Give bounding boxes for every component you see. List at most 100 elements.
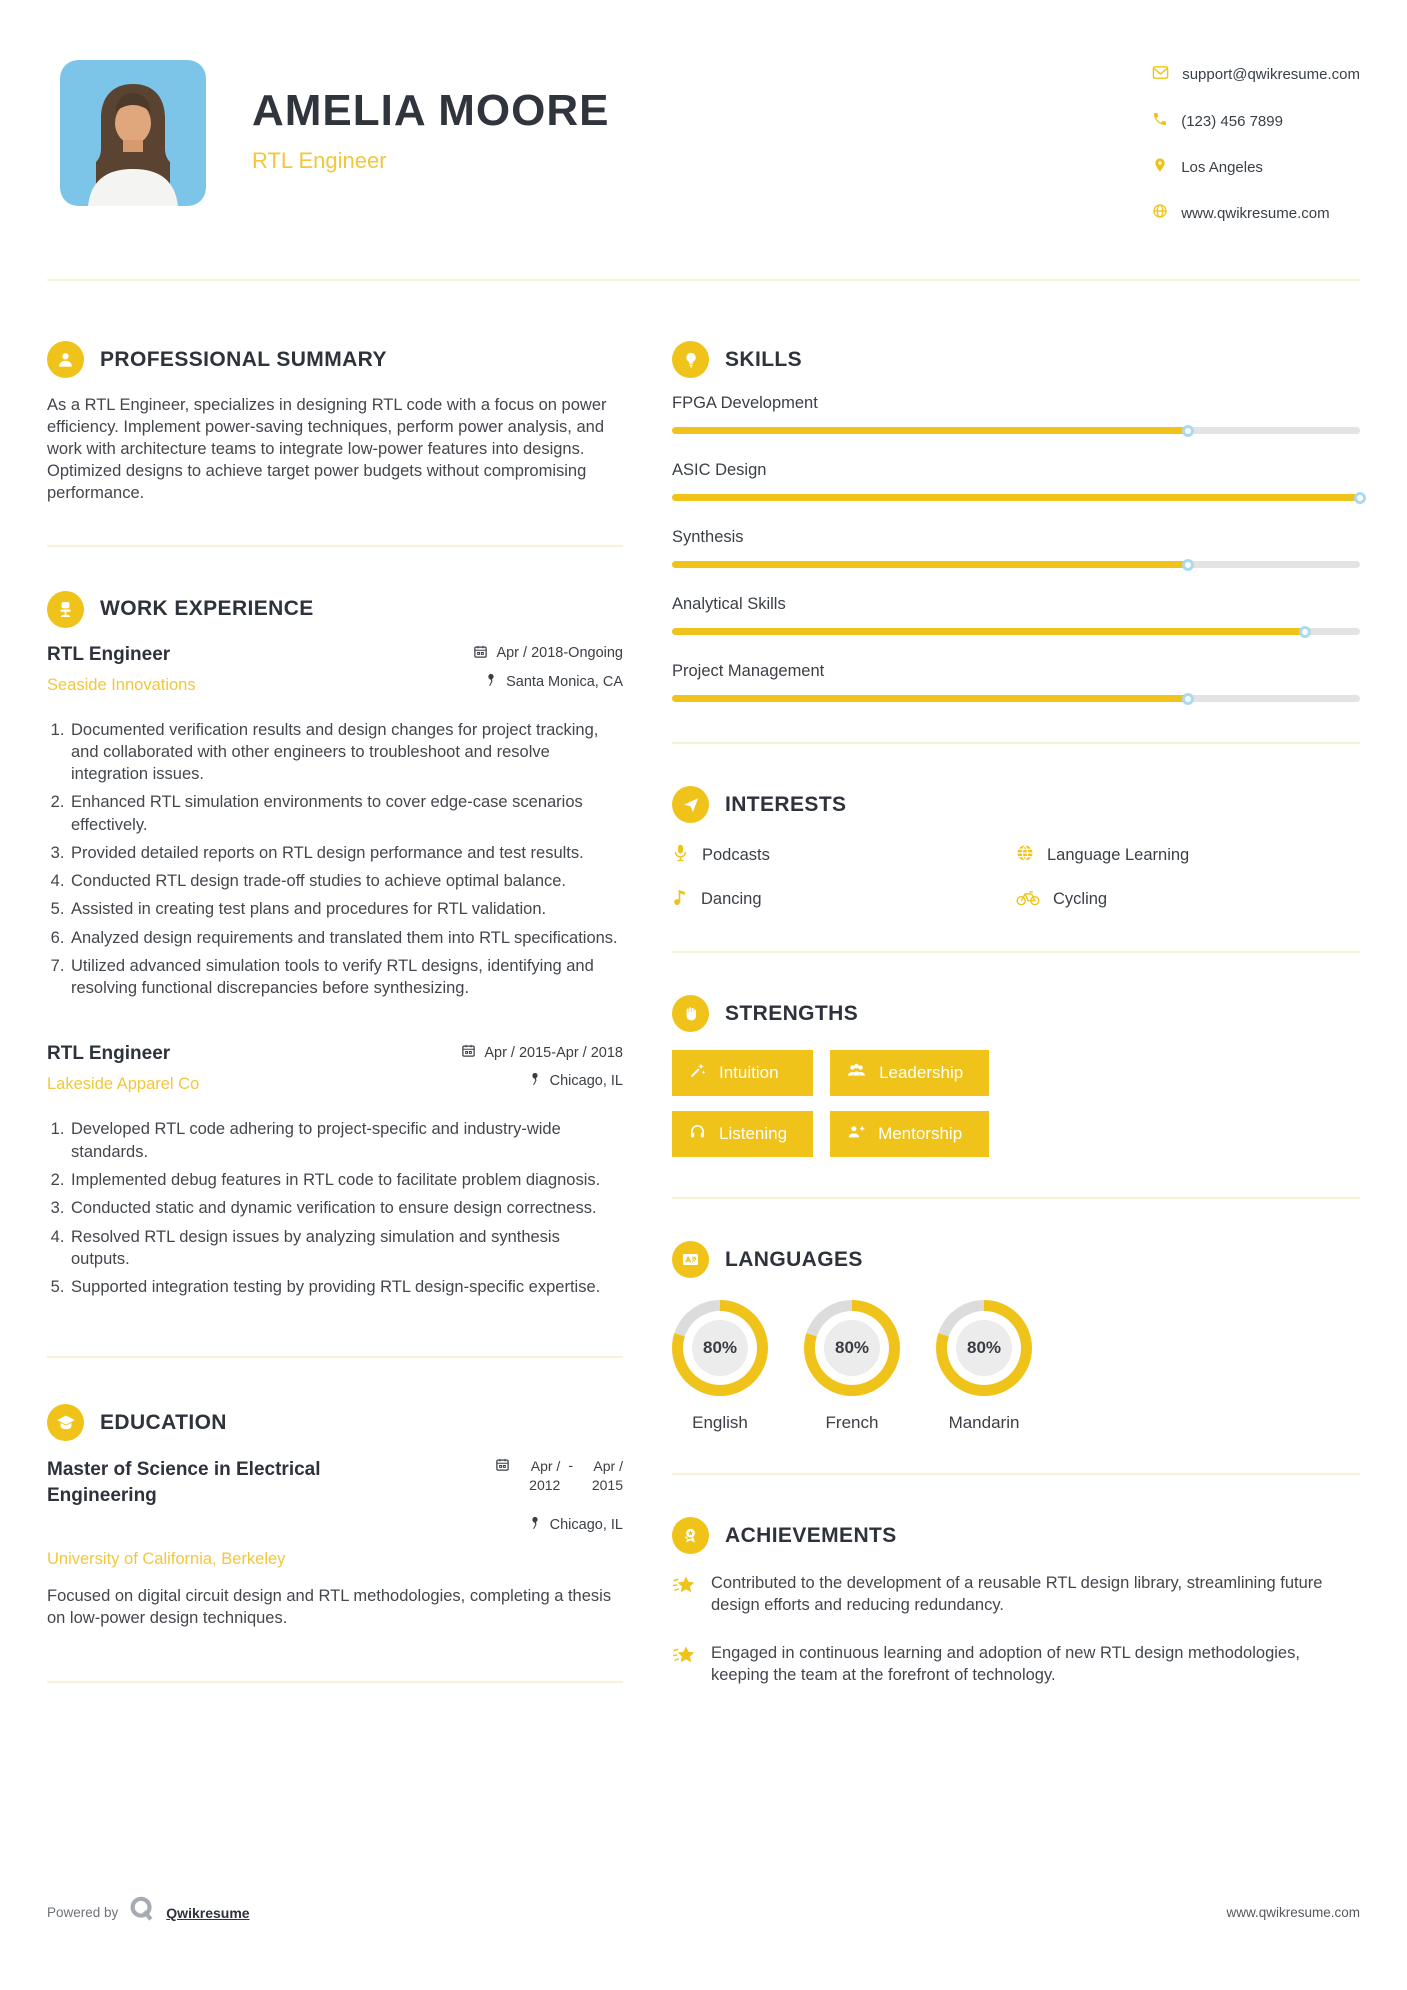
achievements-title: ACHIEVEMENTS xyxy=(725,1523,897,1547)
skill-slider-fill xyxy=(672,494,1360,501)
skill-slider-handle[interactable] xyxy=(1182,692,1194,705)
footer-website-link[interactable]: www.qwikresume.com xyxy=(1226,1905,1360,1920)
language-percent: 80% xyxy=(824,1320,880,1376)
experience-bullet: Assisted in creating test plans and proc… xyxy=(69,898,623,920)
medal-icon xyxy=(672,1517,709,1554)
skill-slider-fill xyxy=(672,427,1188,434)
strengths-list: Intuition Leadership Listening xyxy=(672,1050,1360,1157)
experience-bullet: Analyzed design requirements and transla… xyxy=(69,927,623,949)
contact-website-text: www.qwikresume.com xyxy=(1181,204,1330,222)
skill-label: Synthesis xyxy=(672,528,744,546)
contact-location: Los Angeles xyxy=(1152,157,1360,177)
strength-listening: Listening xyxy=(672,1111,814,1157)
skill-slider-handle[interactable] xyxy=(1354,491,1366,504)
users-icon xyxy=(847,1062,866,1084)
summary-section-heading: PROFESSIONAL SUMMARY xyxy=(47,341,623,378)
language-label: French xyxy=(825,1413,879,1432)
job-1-company: Seaside Innovations xyxy=(47,675,196,694)
job-2-location-text: Chicago, IL xyxy=(549,1073,623,1090)
person-title: RTL Engineer xyxy=(252,148,387,173)
education-meta: Apr / 2012 - Apr / 2015 Chicago, IL xyxy=(495,1457,623,1533)
header: AMELIA MOORE RTL Engineer support@qwikre… xyxy=(0,0,1407,279)
skill-slider[interactable] xyxy=(672,491,1366,504)
achievement-item: Contributed to the development of a reus… xyxy=(672,1572,1360,1616)
skill-analytical-skills: Analytical Skills xyxy=(672,595,1360,638)
qwikresume-brand-link[interactable]: Qwikresume xyxy=(166,1904,250,1921)
email-icon xyxy=(1152,64,1169,85)
job-1-header: RTL Engineer Seaside Innovations Apr / 2… xyxy=(47,644,623,701)
education-location-text: Chicago, IL xyxy=(549,1516,623,1533)
skill-project-management: Project Management xyxy=(672,662,1360,705)
portrait-illustration xyxy=(60,60,206,206)
job-1-meta: Apr / 2018-Ongoing Santa Monica, CA xyxy=(473,644,623,701)
contact-website[interactable]: www.qwikresume.com xyxy=(1152,203,1360,223)
footer-branding: Powered by Qwikresume xyxy=(47,1895,250,1930)
education-title: EDUCATION xyxy=(100,1410,227,1434)
contact-phone[interactable]: (123) 456 7899 xyxy=(1152,111,1360,131)
skill-slider[interactable] xyxy=(672,558,1360,571)
skill-slider[interactable] xyxy=(672,625,1360,638)
phone-icon xyxy=(1152,111,1168,131)
education-entry: Master of Science in Electrical Engineer… xyxy=(47,1457,623,1629)
skill-slider[interactable] xyxy=(672,424,1360,437)
job-1-location-text: Santa Monica, CA xyxy=(506,673,623,690)
interest-language-learning: Language Learning xyxy=(1016,843,1360,868)
education-description: Focused on digital circuit design and RT… xyxy=(47,1586,612,1627)
job-2-meta: Apr / 2015-Apr / 2018 Chicago, IL xyxy=(461,1043,623,1100)
contact-email[interactable]: support@qwikresume.com xyxy=(1152,64,1360,85)
interest-cycling: Cycling xyxy=(1016,888,1360,911)
job-entry-2: RTL Engineer Lakeside Apparel Co Apr / 2… xyxy=(47,1043,623,1298)
job-1-main: RTL Engineer Seaside Innovations xyxy=(47,644,196,695)
shooting-star-icon xyxy=(672,1642,697,1686)
education-school: University of California, Berkeley xyxy=(47,1549,286,1568)
job-2-location: Chicago, IL xyxy=(461,1072,623,1090)
language-donut-chart: 80% xyxy=(804,1300,900,1396)
divider xyxy=(47,544,623,547)
job-entry-1: RTL Engineer Seaside Innovations Apr / 2… xyxy=(47,644,623,1000)
skill-slider-handle[interactable] xyxy=(1182,558,1194,571)
divider xyxy=(672,951,1360,953)
person-name: AMELIA MOORE xyxy=(252,86,610,135)
skill-slider-handle[interactable] xyxy=(1298,625,1311,638)
qwikresume-logo-icon xyxy=(128,1895,156,1930)
header-divider xyxy=(47,279,1360,281)
skill-fpga-development: FPGA Development xyxy=(672,394,1360,437)
header-identity: AMELIA MOORE RTL Engineer xyxy=(252,60,609,279)
skills-list: FPGA Development ASIC Design Synthesis xyxy=(672,394,1366,705)
user-icon xyxy=(47,341,84,378)
job-2-title: RTL Engineer xyxy=(47,1043,171,1065)
strengths-title: STRENGTHS xyxy=(725,1001,859,1025)
job-2-dates: Apr / 2015-Apr / 2018 xyxy=(461,1043,623,1062)
experience-bullet: Conducted RTL design trade-off studies t… xyxy=(69,870,623,892)
fist-icon xyxy=(672,995,709,1032)
language-english: 80% English xyxy=(672,1300,768,1433)
interest-label: Language Learning xyxy=(1047,846,1190,864)
right-column: SKILLS FPGA Development ASIC Design xyxy=(672,341,1366,1712)
education-dates: Apr / 2012 - Apr / 2015 xyxy=(495,1457,623,1493)
pushpin-icon xyxy=(528,1072,542,1090)
divider xyxy=(47,1680,623,1683)
experience-section-heading: WORK EXPERIENCE xyxy=(47,590,623,628)
job-2-header: RTL Engineer Lakeside Apparel Co Apr / 2… xyxy=(47,1043,623,1100)
experience-bullet: Implemented debug features in RTL code t… xyxy=(69,1169,623,1191)
job-1-bullets: Documented verification results and desi… xyxy=(47,719,623,1000)
calendar-icon xyxy=(495,1457,510,1493)
skill-label: FPGA Development xyxy=(672,394,818,412)
skill-slider-handle[interactable] xyxy=(1182,424,1194,437)
experience-bullet: Conducted static and dynamic verificatio… xyxy=(69,1197,623,1219)
education-date-end: Apr / 2015 xyxy=(591,1458,623,1493)
languages-section-heading: LANGUAGES xyxy=(672,1241,1360,1278)
left-column: PROFESSIONAL SUMMARY As a RTL Engineer, … xyxy=(47,341,623,1712)
job-2-company: Lakeside Apparel Co xyxy=(47,1075,200,1094)
strength-label: Intuition xyxy=(719,1063,779,1082)
skill-slider-fill xyxy=(672,628,1305,635)
experience-title: WORK EXPERIENCE xyxy=(100,597,314,621)
lightbulb-icon xyxy=(672,341,709,378)
skill-slider[interactable] xyxy=(672,692,1360,705)
education-degree: Master of Science in Electrical Engineer… xyxy=(47,1459,321,1506)
divider xyxy=(672,742,1360,744)
skill-synthesis: Synthesis xyxy=(672,528,1360,571)
graduation-cap-icon xyxy=(47,1404,84,1442)
job-1-location: Santa Monica, CA xyxy=(473,673,623,691)
job-2-main: RTL Engineer Lakeside Apparel Co xyxy=(47,1043,199,1094)
